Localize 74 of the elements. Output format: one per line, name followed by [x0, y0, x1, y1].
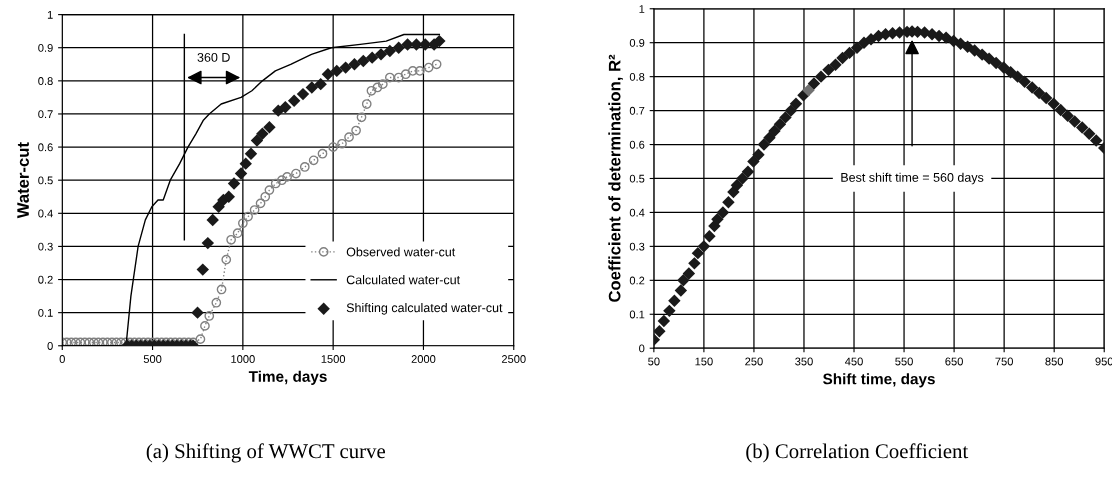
point [374, 48, 388, 61]
text: (a) Shifting of WWCT curve [146, 443, 386, 463]
y-tick-label: 0.1 [38, 308, 53, 317]
x-tick-label: 750 [995, 357, 1013, 366]
y-tick-label: 0.6 [629, 140, 645, 149]
y-axis-title: Water-cut [17, 142, 29, 219]
point [305, 81, 319, 94]
point [383, 44, 397, 58]
x-axis-title: Shift time, days [823, 373, 935, 388]
x-tick-label: 150 [695, 357, 713, 366]
x-tick-label: 850 [1045, 357, 1064, 366]
y-tick-label: 0.4 [38, 209, 53, 218]
point [321, 68, 335, 81]
point [239, 157, 252, 170]
point [227, 177, 241, 190]
y-tick-label: 0.7 [629, 106, 645, 115]
x-axis-title: Time, days [248, 370, 327, 385]
y-tick-label: 0 [639, 344, 645, 353]
x-tick-label: 250 [745, 357, 763, 366]
x-tick-label: 650 [945, 357, 963, 366]
point [201, 236, 215, 250]
y-axis-title: Coefficient of determination, R² [608, 54, 623, 302]
point [263, 120, 276, 134]
point [234, 167, 248, 180]
text: (b) Correlation Coefficient [746, 443, 969, 463]
x-tick-label: 0 [59, 355, 65, 363]
x-tick-label: 50 [648, 357, 660, 366]
point [196, 263, 209, 276]
y-tick-label: 0.5 [38, 176, 53, 185]
y-tick-label: 1 [639, 5, 645, 13]
y-tick-label: 0.2 [629, 276, 645, 285]
legend-label: Shifting calculated water-cut [346, 303, 503, 315]
point [206, 213, 219, 227]
annotation: 360 D [197, 52, 230, 62]
x-tick-label: 1000 [231, 355, 255, 363]
y-tick-label: 0.6 [38, 143, 53, 152]
point [339, 61, 352, 74]
point [256, 127, 269, 141]
x-tick-label: 550 [895, 357, 913, 366]
y-tick-label: 1 [47, 10, 53, 19]
point [244, 147, 258, 160]
point [365, 51, 379, 64]
x-tick-label: 2000 [411, 355, 436, 363]
point [348, 58, 361, 71]
legend-label: Observed water-cut [346, 247, 456, 257]
y-tick-label: 0.5 [629, 174, 645, 183]
y-tick-label: 0.1 [629, 310, 645, 319]
x-tick-label: 450 [845, 357, 863, 366]
y-tick-label: 0.8 [38, 77, 53, 85]
y-tick-label: 0.3 [38, 242, 53, 251]
annotation: Best shift time = 560 days [841, 172, 984, 185]
y-tick-label: 0.8 [629, 72, 645, 81]
y-tick-label: 0.9 [38, 43, 53, 52]
x-tick-label: 350 [795, 357, 813, 366]
point [433, 34, 446, 48]
point [212, 200, 225, 213]
x-tick-label: 1500 [321, 355, 346, 363]
y-tick-label: 0.4 [629, 208, 645, 217]
point [357, 54, 370, 68]
x-tick-label: 2500 [501, 355, 526, 363]
point [330, 64, 343, 78]
point [392, 41, 405, 54]
y-tick-label: 0 [47, 342, 53, 350]
y-tick-label: 0.2 [38, 275, 53, 284]
point [287, 94, 301, 107]
y-tick-label: 0.9 [629, 38, 645, 47]
point [279, 101, 292, 114]
point [296, 87, 310, 101]
x-tick-label: 500 [143, 355, 162, 363]
y-tick-label: 0.3 [629, 242, 645, 251]
point [314, 77, 327, 91]
y-tick-label: 0.7 [38, 110, 53, 119]
point [250, 134, 264, 147]
legend-label: Calculated water-cut [346, 275, 461, 285]
